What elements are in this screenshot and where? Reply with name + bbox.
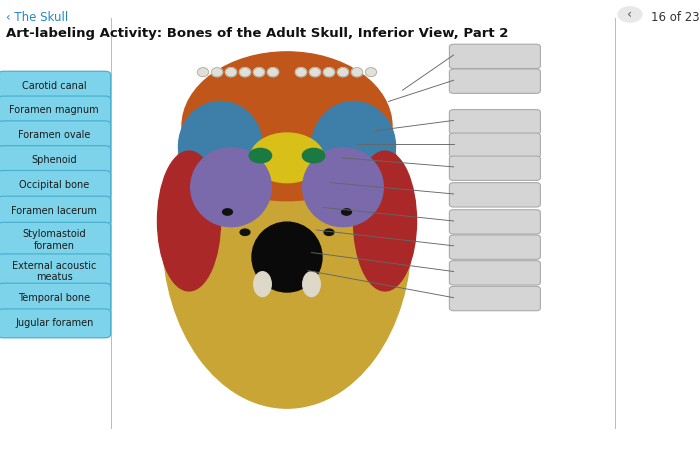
Ellipse shape bbox=[351, 68, 363, 77]
FancyBboxPatch shape bbox=[0, 283, 111, 312]
Circle shape bbox=[324, 229, 334, 235]
FancyBboxPatch shape bbox=[0, 170, 111, 199]
FancyBboxPatch shape bbox=[449, 235, 540, 259]
Ellipse shape bbox=[302, 148, 384, 227]
FancyBboxPatch shape bbox=[0, 71, 111, 100]
Ellipse shape bbox=[365, 68, 377, 77]
Text: ‹ The Skull: ‹ The Skull bbox=[6, 11, 68, 24]
Ellipse shape bbox=[178, 101, 262, 192]
Ellipse shape bbox=[312, 101, 395, 192]
Text: Jugular foramen: Jugular foramen bbox=[15, 318, 93, 328]
Text: External acoustic
meatus: External acoustic meatus bbox=[12, 261, 97, 282]
Circle shape bbox=[240, 229, 250, 235]
Ellipse shape bbox=[323, 68, 335, 77]
Ellipse shape bbox=[190, 148, 272, 227]
FancyBboxPatch shape bbox=[0, 309, 111, 338]
FancyBboxPatch shape bbox=[449, 69, 540, 93]
FancyBboxPatch shape bbox=[449, 156, 540, 180]
FancyBboxPatch shape bbox=[0, 121, 111, 150]
Ellipse shape bbox=[309, 68, 321, 77]
Ellipse shape bbox=[197, 68, 209, 77]
FancyBboxPatch shape bbox=[449, 133, 540, 157]
Ellipse shape bbox=[182, 52, 392, 201]
Text: Carotid canal: Carotid canal bbox=[22, 81, 87, 91]
Ellipse shape bbox=[302, 272, 320, 297]
Text: Art-labeling Activity: Bones of the Adult Skull, Inferior View, Part 2: Art-labeling Activity: Bones of the Adul… bbox=[6, 27, 508, 40]
FancyBboxPatch shape bbox=[0, 146, 111, 175]
Text: Foramen lacerum: Foramen lacerum bbox=[11, 206, 97, 216]
Ellipse shape bbox=[267, 68, 279, 77]
Ellipse shape bbox=[295, 68, 307, 77]
Ellipse shape bbox=[253, 272, 272, 297]
Ellipse shape bbox=[253, 68, 265, 77]
Text: Foramen ovale: Foramen ovale bbox=[18, 130, 90, 140]
Ellipse shape bbox=[337, 68, 349, 77]
Text: Temporal bone: Temporal bone bbox=[18, 293, 90, 303]
Ellipse shape bbox=[225, 68, 237, 77]
FancyBboxPatch shape bbox=[449, 210, 540, 234]
Ellipse shape bbox=[354, 151, 416, 291]
FancyBboxPatch shape bbox=[449, 261, 540, 285]
Circle shape bbox=[618, 7, 642, 22]
FancyBboxPatch shape bbox=[0, 96, 111, 125]
Circle shape bbox=[342, 209, 351, 215]
Text: Foramen magnum: Foramen magnum bbox=[9, 106, 99, 115]
FancyBboxPatch shape bbox=[449, 286, 540, 311]
Text: ‹: ‹ bbox=[627, 8, 633, 21]
FancyBboxPatch shape bbox=[449, 110, 540, 134]
Text: Sphenoid: Sphenoid bbox=[32, 155, 77, 165]
Ellipse shape bbox=[252, 222, 322, 292]
Circle shape bbox=[249, 148, 272, 163]
Text: 16 of 23: 16 of 23 bbox=[651, 11, 699, 24]
Ellipse shape bbox=[158, 151, 220, 291]
Circle shape bbox=[223, 209, 232, 215]
Text: Occipital bone: Occipital bone bbox=[19, 180, 90, 190]
Text: Stylomastoid
foramen: Stylomastoid foramen bbox=[22, 229, 86, 251]
FancyBboxPatch shape bbox=[0, 222, 111, 258]
Ellipse shape bbox=[211, 68, 223, 77]
FancyBboxPatch shape bbox=[0, 196, 111, 225]
FancyBboxPatch shape bbox=[449, 183, 540, 207]
FancyBboxPatch shape bbox=[449, 44, 540, 69]
FancyBboxPatch shape bbox=[0, 254, 111, 289]
Circle shape bbox=[302, 148, 325, 163]
Ellipse shape bbox=[251, 133, 323, 183]
Ellipse shape bbox=[162, 65, 412, 408]
Ellipse shape bbox=[239, 68, 251, 77]
